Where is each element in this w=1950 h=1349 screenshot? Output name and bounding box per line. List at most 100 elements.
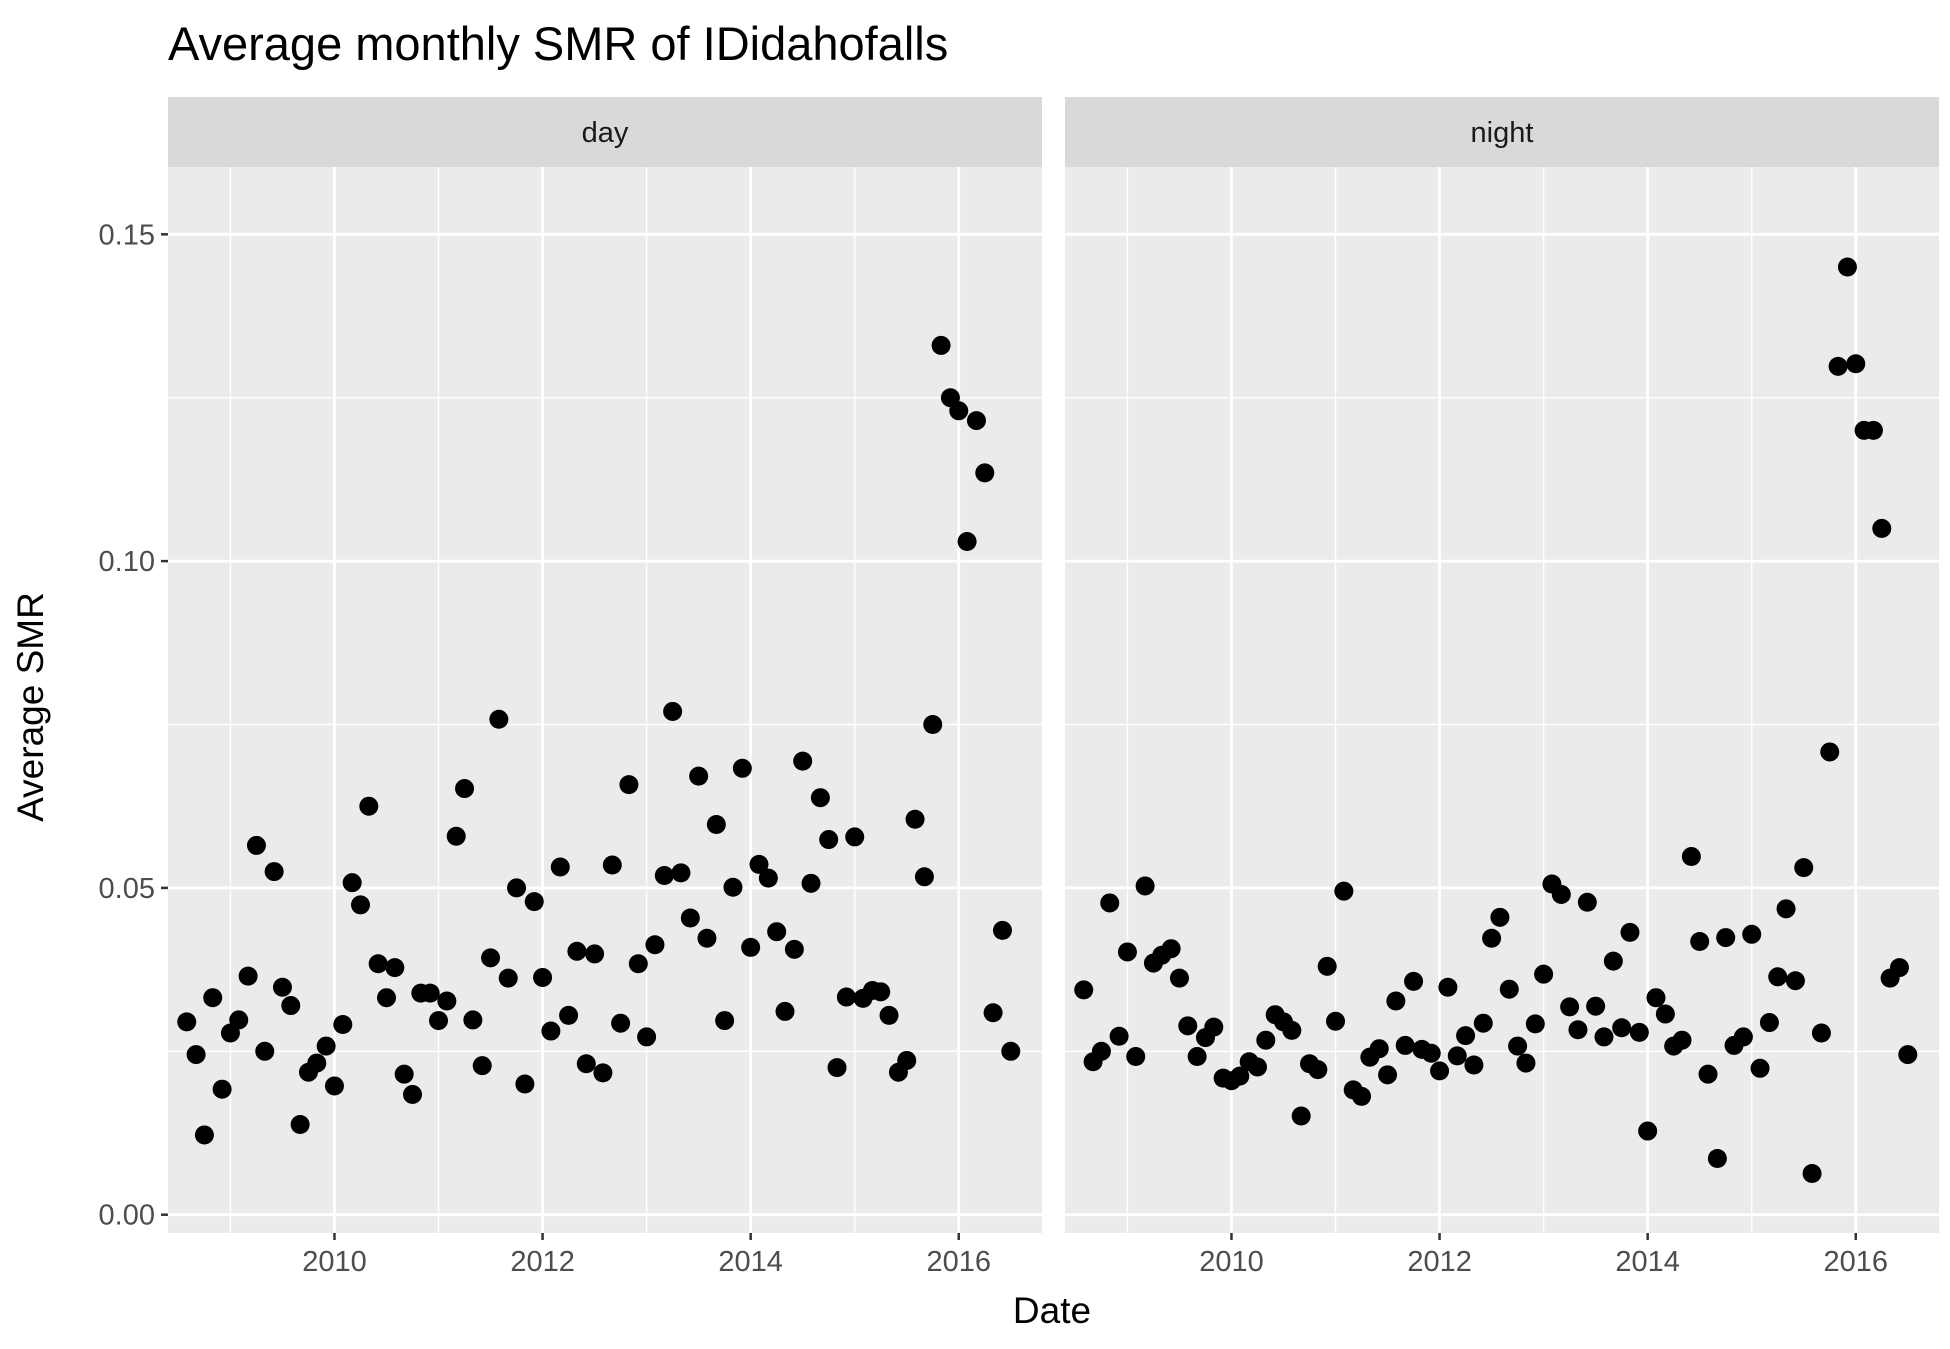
data-point-night bbox=[1256, 1030, 1276, 1050]
data-point-day bbox=[628, 954, 648, 974]
y-axis: 0.00 0.05 0.10 0.15 bbox=[99, 219, 168, 1232]
data-point-night bbox=[1551, 884, 1571, 904]
data-point-day bbox=[472, 1056, 492, 1076]
data-point-night bbox=[1161, 939, 1181, 959]
data-point-night bbox=[1863, 420, 1883, 440]
data-point-night bbox=[1499, 979, 1519, 999]
data-point-night bbox=[1430, 1061, 1450, 1081]
data-point-day bbox=[680, 908, 700, 928]
data-point-day bbox=[827, 1058, 847, 1078]
data-point-day bbox=[697, 928, 717, 948]
data-point-night bbox=[1109, 1026, 1129, 1046]
data-point-day bbox=[914, 867, 934, 887]
data-point-night bbox=[1395, 1035, 1415, 1055]
x-tick-label: 2010 bbox=[1199, 1246, 1264, 1278]
data-point-night bbox=[1230, 1066, 1250, 1086]
data-point-night bbox=[1282, 1020, 1302, 1040]
data-point-day bbox=[619, 775, 639, 795]
x-tick-label: 2016 bbox=[1824, 1246, 1889, 1278]
data-point-day bbox=[602, 855, 622, 875]
x-tick-label: 2012 bbox=[510, 1246, 575, 1278]
data-point-day bbox=[524, 892, 544, 912]
data-point-night bbox=[1759, 1013, 1779, 1033]
x-tick-label: 2014 bbox=[1615, 1246, 1680, 1278]
data-point-day bbox=[342, 873, 362, 893]
data-point-night bbox=[1594, 1027, 1614, 1047]
x-tick-label: 2014 bbox=[718, 1246, 783, 1278]
data-point-night bbox=[1794, 858, 1814, 878]
data-point-day bbox=[446, 826, 466, 846]
data-point-day bbox=[255, 1041, 275, 1061]
data-point-night bbox=[1846, 354, 1866, 374]
data-point-night bbox=[1247, 1057, 1267, 1077]
data-point-day bbox=[238, 966, 258, 986]
data-point-day bbox=[316, 1036, 336, 1056]
data-point-night bbox=[1811, 1023, 1831, 1043]
data-point-day bbox=[645, 935, 665, 955]
data-point-night bbox=[1620, 922, 1640, 942]
data-point-night bbox=[1802, 1164, 1822, 1184]
data-point-night bbox=[1872, 518, 1892, 538]
data-point-night bbox=[1447, 1046, 1467, 1066]
data-point-night bbox=[1438, 977, 1458, 997]
data-point-day bbox=[359, 796, 379, 816]
data-point-night bbox=[1776, 899, 1796, 919]
data-point-night bbox=[1482, 928, 1502, 948]
data-point-night bbox=[1785, 971, 1805, 991]
data-point-day bbox=[975, 463, 995, 483]
data-point-day bbox=[186, 1045, 206, 1065]
data-point-night bbox=[1178, 1016, 1198, 1036]
data-point-day bbox=[307, 1053, 327, 1073]
data-point-day bbox=[983, 1003, 1003, 1023]
data-point-day bbox=[212, 1079, 232, 1099]
data-point-day bbox=[420, 983, 440, 1003]
data-point-day bbox=[784, 939, 804, 959]
data-point-night bbox=[1516, 1053, 1536, 1073]
data-point-day bbox=[758, 868, 778, 888]
chart-title: Average monthly SMR of IDidahofalls bbox=[168, 17, 948, 70]
data-point-day bbox=[194, 1125, 214, 1145]
data-point-night bbox=[1091, 1041, 1111, 1061]
data-point-night bbox=[1135, 876, 1155, 896]
data-point-day bbox=[559, 1005, 579, 1025]
data-point-night bbox=[1204, 1017, 1224, 1037]
data-point-day bbox=[324, 1076, 344, 1096]
data-point-night bbox=[1490, 907, 1510, 927]
data-point-night bbox=[1768, 967, 1788, 987]
data-point-night bbox=[1837, 257, 1857, 277]
panel-background-night bbox=[1065, 167, 1939, 1233]
data-point-night bbox=[1369, 1039, 1389, 1059]
data-point-night bbox=[1100, 893, 1120, 913]
data-point-day bbox=[403, 1084, 423, 1104]
data-point-night bbox=[1126, 1047, 1146, 1067]
data-point-day bbox=[741, 937, 761, 957]
data-point-night bbox=[1603, 951, 1623, 971]
data-point-day bbox=[1001, 1041, 1021, 1061]
data-point-night bbox=[1898, 1045, 1918, 1065]
data-point-day bbox=[637, 1027, 657, 1047]
data-point-night bbox=[1698, 1064, 1718, 1084]
data-point-night bbox=[1750, 1058, 1770, 1078]
data-point-day bbox=[775, 1001, 795, 1021]
data-point-night bbox=[1326, 1011, 1346, 1031]
data-point-day bbox=[437, 991, 457, 1011]
data-point-night bbox=[1525, 1014, 1545, 1034]
data-point-day bbox=[281, 996, 301, 1016]
data-point-day bbox=[931, 335, 951, 355]
data-point-day bbox=[706, 815, 726, 835]
data-point-night bbox=[1612, 1018, 1632, 1038]
data-point-day bbox=[576, 1054, 596, 1074]
data-point-day bbox=[567, 941, 587, 961]
data-point-night bbox=[1421, 1043, 1441, 1063]
data-point-night bbox=[1638, 1121, 1658, 1141]
data-point-night bbox=[1707, 1148, 1727, 1168]
y-tick-label: 0.15 bbox=[99, 219, 155, 251]
data-point-night bbox=[1378, 1065, 1398, 1085]
data-point-day bbox=[715, 1011, 735, 1031]
data-point-day bbox=[671, 863, 691, 883]
data-point-day bbox=[957, 532, 977, 552]
x-tick-label: 2010 bbox=[302, 1246, 367, 1278]
strip-night bbox=[1065, 97, 1939, 167]
data-point-night bbox=[1508, 1036, 1528, 1056]
